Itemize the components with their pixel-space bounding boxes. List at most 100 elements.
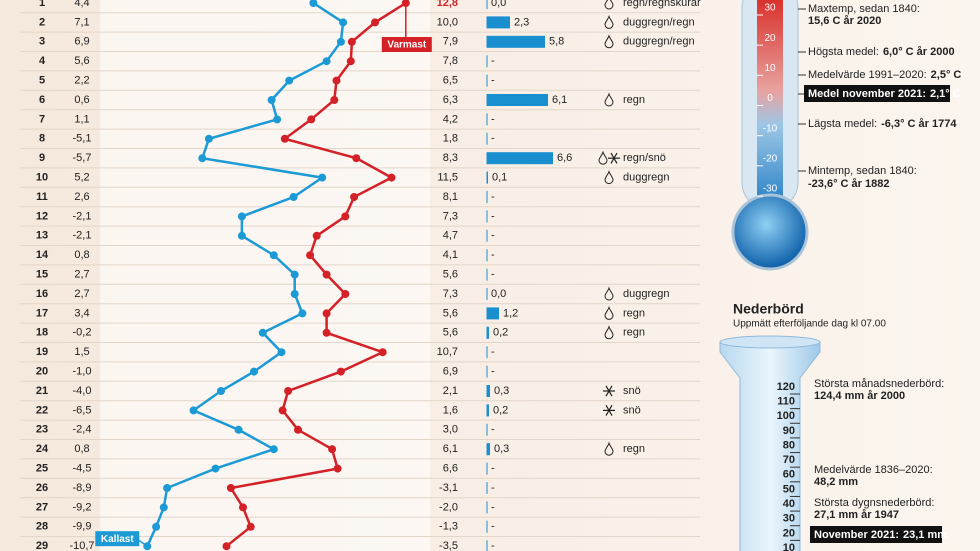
- precip-label: -: [491, 55, 495, 67]
- annotation-value: 23,1 mm: [903, 529, 947, 541]
- thermo-annotation: Medelvärde 1991–2020: 2,5° C: [808, 69, 961, 81]
- gauge-tick-label: 90: [783, 425, 795, 437]
- min-temp: -5,7: [73, 152, 92, 164]
- rain-icon: [604, 305, 614, 320]
- day: 23: [36, 424, 48, 436]
- day: 20: [36, 366, 48, 378]
- temp-point: [333, 464, 342, 473]
- precip-kind: regn: [623, 443, 645, 455]
- temp-point: [280, 134, 289, 143]
- day: 25: [36, 463, 48, 475]
- thermometer-column: [757, 0, 783, 215]
- annotation-value: 2,1° C: [930, 88, 961, 100]
- rain-icon: [604, 34, 614, 49]
- min-temp: -5,1: [73, 133, 92, 145]
- temp-point: [234, 425, 243, 434]
- max-temp: 10,0: [437, 16, 458, 28]
- max-temp: 5,6: [443, 307, 458, 319]
- gauge-tick-label: 120: [777, 381, 795, 393]
- max-temp: 4,2: [443, 113, 458, 125]
- temp-point: [332, 76, 341, 85]
- precip-label: 0,3: [494, 443, 509, 455]
- thermo-annotation: Mintemp, sedan 1840:: [808, 165, 917, 177]
- temp-point: [284, 387, 293, 395]
- temp-point: [285, 76, 294, 85]
- precip-kind: regn/snö: [623, 152, 666, 164]
- precip-kind: duggregn: [623, 288, 670, 300]
- precip-label: -: [491, 521, 495, 533]
- gauge-tick-label: 80: [783, 439, 795, 451]
- max-temp: -1,3: [439, 521, 458, 533]
- temp-point: [378, 348, 387, 357]
- temp-point: [269, 445, 278, 454]
- precip-label: 0,0: [491, 0, 506, 9]
- max-temp: 4,7: [443, 230, 458, 242]
- temp-point: [246, 522, 255, 531]
- day: 8: [39, 133, 45, 145]
- day: 28: [36, 521, 48, 533]
- precip-kind: snö: [623, 404, 641, 416]
- max-temp: -3,5: [439, 540, 458, 551]
- precip-label: -: [491, 210, 495, 222]
- min-temp: -9,2: [73, 501, 92, 513]
- temp-point: [328, 445, 337, 454]
- precip-bar: [487, 307, 499, 320]
- gauge-tick-label: 110: [777, 396, 795, 408]
- max-temp: 5,6: [443, 327, 458, 339]
- temp-point: [339, 18, 348, 27]
- day: 18: [36, 327, 48, 339]
- rain-icon: [604, 286, 614, 301]
- rain-title: Nederbörd: [733, 301, 804, 317]
- thermo-tick-label: -20: [763, 153, 778, 164]
- rain-gauge-rim: [719, 335, 821, 349]
- temp-point: [341, 212, 350, 221]
- min-temp: 2,7: [74, 269, 89, 281]
- precip-label: -: [491, 366, 495, 378]
- min-temp: -4,0: [73, 385, 92, 397]
- min-temp: -2,1: [73, 210, 92, 222]
- temp-point: [267, 96, 276, 104]
- day: 15: [36, 269, 48, 281]
- max-temp: -3,1: [439, 482, 458, 494]
- min-temp: 2,6: [74, 191, 89, 203]
- precip-label: -: [491, 482, 495, 494]
- max-temp: 6,1: [443, 443, 458, 455]
- temp-point: [204, 134, 213, 143]
- annotation: Varmast: [387, 40, 427, 51]
- max-temp: 7,3: [443, 288, 458, 300]
- min-temp: 4,4: [74, 0, 89, 9]
- temp-point: [307, 115, 316, 124]
- temp-point: [330, 96, 339, 104]
- precip-label: 6,6: [557, 152, 572, 164]
- precip-label: -: [491, 230, 495, 242]
- max-temp: 6,6: [443, 463, 458, 475]
- day: 27: [36, 501, 48, 513]
- precip-kind: regn: [623, 94, 645, 106]
- min-temp: 7,1: [74, 16, 89, 28]
- day: 16: [36, 288, 48, 300]
- annotation-box: [95, 531, 140, 547]
- thermo-tick-label: -30: [763, 184, 778, 195]
- day: 22: [36, 404, 48, 416]
- temp-point: [226, 484, 235, 492]
- rain-icon: [604, 14, 614, 29]
- temp-point: [290, 270, 299, 279]
- temp-point: [318, 173, 327, 182]
- thermo-tick-label: 30: [764, 3, 776, 14]
- temp-point: [289, 193, 298, 201]
- day: 29: [36, 540, 48, 551]
- gauge-annotation: Största månadsnederbörd:: [814, 378, 944, 390]
- thermo-annotation: Högsta medel: 6,0° C år 2000: [808, 46, 955, 58]
- annotation-label: Medelvärde 1991–2020:: [808, 69, 927, 81]
- day: 19: [36, 346, 48, 358]
- annotation-box: [381, 37, 432, 52]
- annotation: Kallast: [101, 534, 134, 545]
- temp-point: [152, 522, 161, 531]
- min-temp: 2,2: [74, 75, 89, 87]
- temp-point: [322, 328, 331, 337]
- max-temp: 11,5: [437, 172, 458, 184]
- day: 24: [36, 443, 49, 455]
- gauge-tick-label: 10: [783, 542, 795, 551]
- max-temp: 4,1: [443, 249, 458, 261]
